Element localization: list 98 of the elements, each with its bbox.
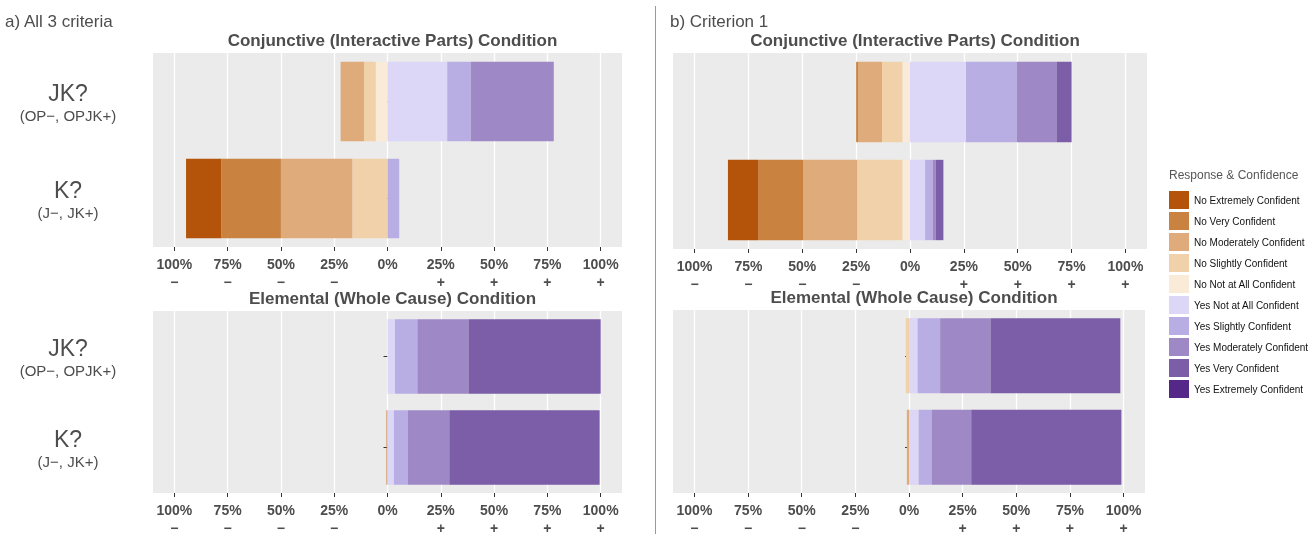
y-tick-label: JK? (OP−, OPJK+) [19,79,117,124]
bar [758,159,804,241]
x-tick-label: 75% + [1057,258,1087,292]
x-tick-label: 50% − [266,256,296,290]
bar [387,319,395,394]
bar [387,158,400,239]
x-tick-label: 25% + [426,502,456,536]
y-tick-label: K? (J−, JK+) [37,176,99,221]
x-tick-label: 75% − [734,258,763,292]
bar [417,319,469,394]
bar [803,159,858,241]
legend-label: Yes Slightly Confident [1194,320,1292,332]
chart-title: Conjunctive (Interactive Parts) Condition [227,31,558,50]
legend-title: Response & Confidence [1169,168,1299,182]
bar [449,410,600,485]
bar [909,318,918,394]
chart-subtitle: b) Criterion 1 [670,12,769,31]
x-tick-label: 100% − [676,502,713,536]
bar [906,409,909,485]
bar [468,319,601,394]
y-tick-label: JK? (OP−, OPJK+) [19,334,117,379]
legend-label: No Slightly Confident [1194,257,1288,269]
legend-label: Yes Extremely Confident [1194,383,1304,395]
legend-label: Yes Very Confident [1194,362,1279,374]
bar [364,61,376,142]
bar [407,410,450,485]
x-tick-label: 25% − [841,502,870,536]
bar [1016,61,1057,143]
x-tick-label: 100% − [156,502,193,536]
x-tick-label: 75% + [1055,502,1085,536]
x-tick-label: 100% + [582,502,620,536]
x-tick-label: 0% [377,502,399,518]
bar [186,158,222,239]
legend-label: Yes Not at All Confident [1194,299,1299,311]
x-tick-label: 25% − [320,256,349,290]
bar [917,318,941,394]
bar [910,159,926,241]
bar [925,159,933,241]
bar [393,410,408,485]
bar [902,61,910,143]
bar [881,61,903,143]
bar [931,409,972,485]
bar [727,159,759,241]
bar [932,159,936,241]
x-tick-label: 100% + [582,256,620,290]
x-tick-label: 50% + [480,256,509,290]
bar [447,61,471,142]
x-tick-label: 50% − [266,502,296,536]
x-tick-label: 100% + [1107,258,1144,292]
bar [966,61,1017,143]
bar [910,61,967,143]
bar [280,158,353,239]
bar [909,409,919,485]
x-tick-label: 75% − [213,256,243,290]
x-tick-label: 75% − [734,502,763,536]
bar [221,158,281,239]
bar [935,159,944,241]
chart-title: Conjunctive (Interactive Parts) Condition [750,31,1080,50]
bar [905,318,909,394]
x-tick-label: 0% [377,256,399,272]
x-tick-label: 75% + [533,502,562,536]
bar [971,409,1122,485]
chart-title: Elemental (Whole Cause) Condition [248,289,537,308]
legend-label: Yes Moderately Confident [1194,341,1309,353]
bar [857,159,903,241]
bar [940,318,991,394]
x-tick-label: 25% − [320,502,349,536]
x-tick-label: 50% + [1002,502,1031,536]
bar [918,409,932,485]
x-tick-label: 0% [899,258,921,274]
bar [340,61,365,142]
bar [902,159,910,241]
x-tick-label: 25% + [426,256,456,290]
x-tick-label: 50% + [480,502,509,536]
bar [394,319,418,394]
legend-label: No Not at All Confident [1194,278,1296,290]
bar [858,61,882,143]
x-tick-label: 25% + [948,502,978,536]
bar [387,61,448,142]
legend-label: No Moderately Confident [1194,236,1305,248]
bar [856,61,859,143]
x-tick-label: 75% − [213,502,243,536]
chart-subtitle: a) All 3 criteria [5,12,114,31]
x-tick-label: 50% − [787,502,817,536]
y-tick-label: K? (J−, JK+) [37,425,99,470]
legend-label: No Very Confident [1194,215,1276,227]
x-tick-label: 100% − [676,258,713,292]
x-tick-label: 100% + [1105,502,1142,536]
bar [375,61,388,142]
legend-label: No Extremely Confident [1194,194,1300,206]
bar [470,61,554,142]
x-tick-label: 0% [898,502,920,518]
bar [1056,61,1072,143]
bar [387,410,394,485]
bar [990,318,1121,394]
x-tick-label: 75% + [533,256,562,290]
x-tick-label: 100% − [156,256,193,290]
bar [352,158,388,239]
